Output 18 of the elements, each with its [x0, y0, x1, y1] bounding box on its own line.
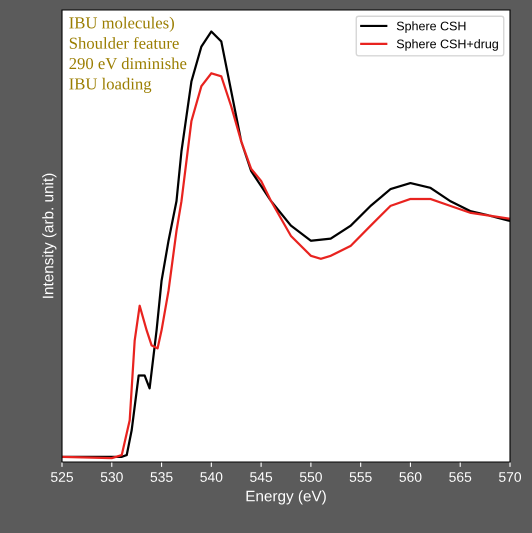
x-tick-label: 525 [50, 472, 74, 482]
x-axis-title: Energy (eV) [246, 490, 326, 504]
x-tick-label: 560 [399, 472, 422, 482]
x-tick-label: 550 [300, 472, 322, 482]
annotation: 290 eV diminishe [69, 57, 186, 70]
y-axis-title: Intensity (arb. unit) [42, 174, 56, 298]
x-tick-label: 570 [498, 472, 522, 482]
x-tick-label: 565 [449, 472, 472, 482]
annotation: IBU molecules) [69, 16, 174, 32]
legend-label: Sphere CSH+drug [396, 39, 498, 51]
annotation: Shoulder feature [70, 36, 179, 49]
x-tick-label: 545 [250, 472, 272, 482]
x-tick-label: 555 [350, 472, 372, 482]
x-tick-label: 530 [100, 472, 123, 482]
x-tick-label: 540 [200, 472, 222, 482]
annotation: IBU loading [69, 78, 152, 93]
legend-label: Sphere CSH [396, 21, 466, 33]
x-tick-label: 535 [150, 472, 173, 482]
